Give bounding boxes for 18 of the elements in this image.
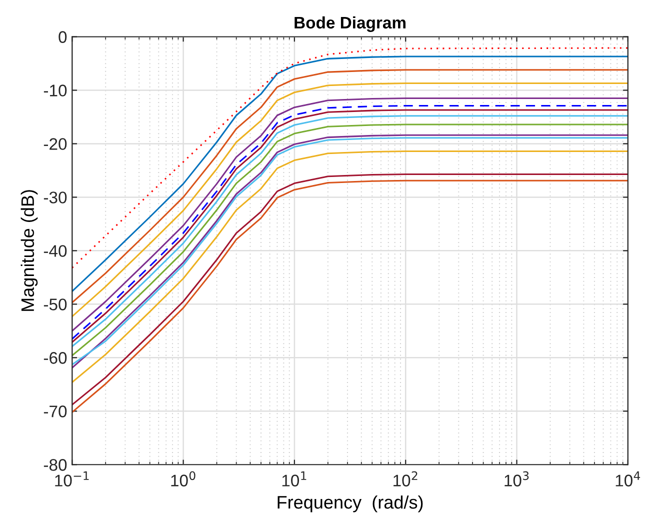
y-tick-label: -10 [44, 84, 67, 96]
y-tick-label: -30 [44, 192, 67, 204]
y-tick-label: -60 [44, 352, 67, 364]
y-tick-label: -80 [44, 459, 67, 471]
x-tick-label: 10$^{3}$ [504, 471, 529, 486]
x-tick-label: 10$^{1}$ [282, 471, 306, 486]
x-tick-label: 10$^{4}$ [616, 471, 640, 486]
y-tick-label: 0 [58, 31, 67, 43]
y-axis-title: Magnitude (dB) [20, 190, 38, 311]
x-tick-label: 10$^{2}$ [394, 471, 418, 486]
y-tick-label: -40 [44, 245, 67, 257]
x-tick-label: 10$^{0}$ [171, 471, 196, 486]
x-tick-label: 10$^{−1}$ [55, 471, 89, 486]
y-tick-label: -50 [44, 298, 67, 310]
x-axis-title: Frequency (rad/s) [278, 495, 423, 512]
chart-title: Bode Diagram [294, 16, 406, 32]
y-tick-label: -70 [44, 406, 67, 418]
y-tick-label: -20 [44, 138, 67, 150]
